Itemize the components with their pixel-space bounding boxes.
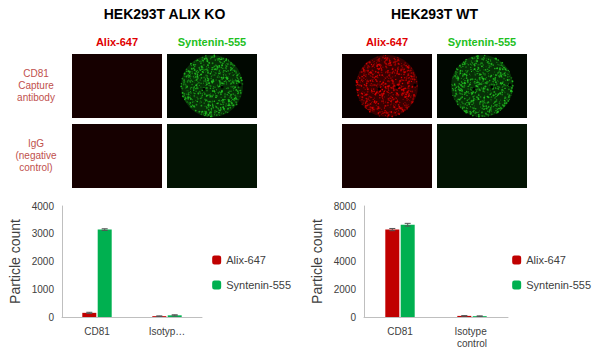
html-text:Syntenin-555: Syntenin-555 (447, 36, 517, 48)
svg-text:2000: 2000 (334, 284, 357, 295)
svg-text:CD81: CD81 (84, 326, 110, 337)
svg-text:0: 0 (48, 312, 54, 323)
svg-text:4000: 4000 (32, 201, 55, 212)
svg-text:1000: 1000 (32, 284, 55, 295)
svg-text:Alix-647: Alix-647 (226, 254, 266, 266)
html-text:Syntenin-555: Syntenin-555 (177, 36, 247, 48)
svg-text:2000: 2000 (32, 256, 55, 267)
svg-text:3000: 3000 (32, 228, 55, 239)
svg-text:Isotyp…: Isotyp… (149, 326, 186, 337)
svg-text:Syntenin-555: Syntenin-555 (226, 279, 291, 291)
html-text:IgG (negative control): IgG (negative control) (15, 138, 57, 173)
svg-text:Isotype: Isotype (454, 326, 489, 337)
svg-text:0: 0 (350, 312, 356, 323)
svg-text:Syntenin-555: Syntenin-555 (526, 279, 591, 291)
svg-text:control: control (457, 338, 487, 349)
html-text:Alix-647: Alix-647 (95, 36, 139, 48)
svg-text:Particle count: Particle count (309, 219, 325, 304)
html-text:HEK293T WT: HEK293T WT (390, 6, 479, 22)
html-text:Alix-647: Alix-647 (365, 36, 409, 48)
svg-text:6000: 6000 (334, 228, 357, 239)
html-text:CD81 Capture antibody: CD81 Capture antibody (17, 68, 55, 103)
svg-text:Alix-647: Alix-647 (526, 254, 566, 266)
svg-text:Particle count: Particle count (7, 219, 23, 304)
html-text:HEK293T ALIX KO: HEK293T ALIX KO (103, 6, 226, 22)
svg-text:4000: 4000 (334, 256, 357, 267)
svg-text:8000: 8000 (334, 201, 357, 212)
svg-text:CD81: CD81 (387, 326, 413, 337)
